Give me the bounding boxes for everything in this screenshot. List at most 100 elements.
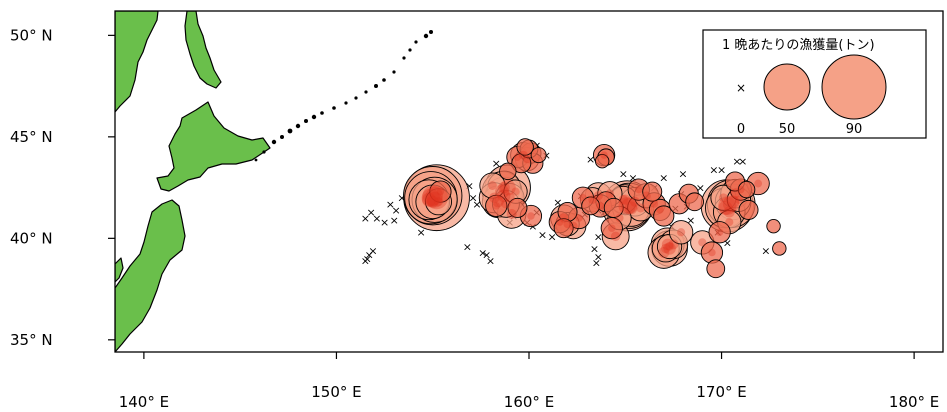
zero-catch-marker: × [538, 228, 547, 241]
zero-catch-marker: × [592, 257, 601, 270]
land-sakhalin-island [184, 11, 222, 89]
catch-circle-core [636, 203, 646, 213]
catch-circle-core [734, 195, 743, 204]
zero-catch-marker: × [397, 192, 406, 205]
zero-catch-marker: × [594, 251, 603, 264]
zero-catch-marker: × [659, 171, 668, 184]
legend: 1 晩あたりの漁獲量(トン) × 0 50 90 [702, 29, 927, 139]
zero-catch-marker: × [547, 230, 556, 243]
x-tick-label: 140° E [119, 393, 169, 411]
zero-catch-marker: × [482, 249, 491, 262]
zero-catch-marker: × [590, 242, 599, 255]
zero-catch-marker: × [696, 182, 705, 195]
catch-circle [668, 220, 694, 245]
data-layer: ×××××××××××××× ×××××××× ×××××××× × ×××××××××… [361, 138, 787, 279]
catch-circle [603, 197, 624, 218]
land-sakhalin-coast [115, 11, 159, 113]
catch-circle-core [527, 212, 535, 220]
catch-circle-core [698, 238, 707, 247]
land-group [115, 11, 271, 352]
catch-circle-core [492, 196, 504, 208]
catch-circle-core [522, 155, 532, 164]
y-tick-label: 35° N [10, 331, 53, 349]
legend-label-90: 90 [846, 122, 863, 137]
catch-circle-core [624, 201, 638, 215]
zero-catch-marker: × [709, 163, 718, 176]
catch-circle-core [723, 206, 735, 218]
catch-circle-core [629, 196, 640, 207]
zero-catch-marker: × [678, 167, 687, 180]
zero-catch-marker: × [619, 167, 628, 180]
catch-circle-core [619, 194, 631, 206]
zero-catch-marker: × [686, 214, 695, 227]
catch-circle-core [730, 188, 741, 199]
catch-circle [553, 218, 574, 239]
zero-catch-marker: × [361, 212, 370, 225]
x-tick-label: 180° E [889, 393, 939, 411]
zero-catch-marker: × [366, 206, 375, 219]
zero-catch-marker: × [761, 245, 770, 258]
catch-circle [485, 194, 508, 217]
zero-catch-marker: × [463, 240, 472, 253]
legend-label-0: 0 [737, 122, 745, 137]
catch-circle-core [495, 184, 510, 199]
catch-circle-core [513, 153, 522, 161]
zero-catch-marker: × [390, 214, 399, 227]
catch-circle [706, 259, 726, 279]
zero-catch-marker: × [361, 255, 370, 268]
catch-circle [499, 162, 517, 181]
zero-catch-marker: × [586, 153, 595, 166]
zero-catch-marker: × [372, 212, 381, 225]
catch-circle-core [421, 192, 436, 207]
catch-circle [594, 154, 610, 169]
catch-circle-core [426, 195, 439, 208]
catch-circle-core [436, 187, 445, 196]
zero-catch-marker: × [469, 192, 478, 205]
catch-circle-core [518, 150, 528, 160]
zero-catch-marker: × [365, 249, 374, 262]
catch-circle-core [665, 242, 674, 251]
y-axis: 50° N 45° N 40° N 35° N [10, 26, 115, 349]
catch-circle-core [677, 228, 686, 237]
catch-circle-core [642, 191, 651, 200]
land-hokkaido [156, 101, 271, 192]
zero-catch-marker: × [368, 245, 377, 258]
catch-circle-core [433, 197, 444, 207]
legend-circle-50 [763, 63, 811, 111]
catch-circle [772, 241, 787, 256]
catch-circle-core [506, 208, 517, 219]
catch-circle-core [511, 187, 520, 196]
kuril-islands [254, 30, 433, 162]
y-tick-label: 45° N [10, 128, 53, 146]
catch-circle-core [621, 197, 638, 214]
legend-cross-symbol: × [736, 81, 746, 95]
catch-circle [530, 147, 547, 164]
catch-circle-core [588, 195, 597, 205]
y-tick-label: 40° N [10, 229, 53, 247]
x-tick-label: 160° E [504, 393, 554, 411]
catch-circle-core [501, 199, 511, 209]
catch-circle-core [722, 195, 740, 213]
catch-circle-core [425, 186, 449, 210]
x-tick-label: 150° E [311, 383, 361, 401]
catch-circle-core [658, 247, 670, 259]
zero-catch-marker: × [472, 198, 481, 211]
catch-circle-core [492, 202, 500, 210]
catch-circle [685, 192, 704, 212]
catch-circle-core [663, 242, 676, 255]
catch-circle-core [593, 191, 603, 201]
catch-circle-core [635, 185, 643, 194]
catch-circle-core [737, 185, 745, 194]
x-tick-label: 170° E [696, 383, 746, 401]
x-axis: 140° E 150° E 160° E 170° E 180° E [119, 352, 939, 411]
catch-circle-core [596, 201, 605, 210]
catch-circle-core [497, 189, 511, 203]
zero-catch-marker: × [465, 180, 474, 193]
catch-circle [642, 181, 663, 202]
catch-circle-core [563, 220, 572, 229]
zero-catch-marker: × [628, 171, 637, 184]
zero-catch-marker: × [417, 226, 426, 239]
catch-circle-core [615, 213, 624, 223]
catch-circle-core [575, 214, 583, 222]
